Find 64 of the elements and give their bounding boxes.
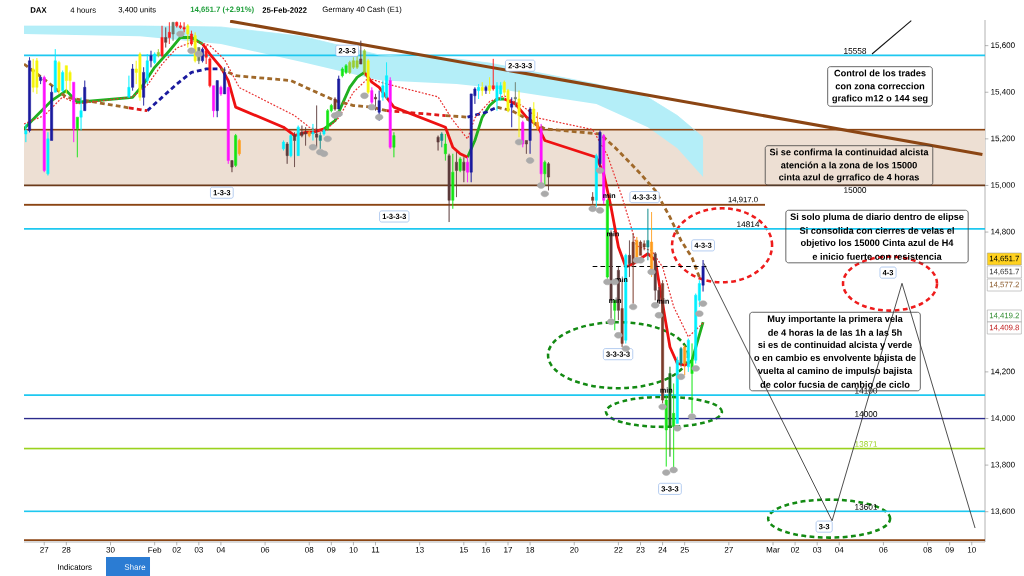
x-tick-label: 13 [415, 546, 424, 553]
x-tick-label: Feb [148, 546, 162, 553]
x-tick-label: Mar [766, 546, 780, 553]
x-tick-label: 08 [305, 546, 314, 553]
x-tick-label: 10 [349, 546, 358, 553]
x-tick-label: 22 [614, 546, 623, 553]
x-tick-label: 15 [459, 546, 468, 553]
ref-line-label: 13601 [855, 504, 878, 510]
x-tick-label: 08 [923, 546, 932, 553]
annotation: atención a la zona de los 15000 [781, 161, 917, 169]
annotation: con zona correccion [835, 82, 925, 90]
x-tick-label: 09 [327, 546, 336, 553]
x-tick-label: 09 [945, 546, 954, 553]
annotation: o en cambio es envolvente bajista de [754, 354, 916, 363]
annotation: cinta azul de grrafico de 4 horas [779, 173, 919, 183]
x-tick-label: 04 [216, 546, 226, 553]
x-tick-label: 25 [680, 546, 689, 553]
annotation: grafico m12 o 144 seg [832, 94, 928, 104]
y-tick-label: 14,000 [991, 415, 1015, 422]
x-tick-label: 03 [194, 546, 203, 553]
ref-line-label: 13871 [855, 441, 878, 447]
x-tick-label: 20 [570, 546, 579, 553]
y-tick-label: 14,200 [991, 368, 1015, 376]
x-tick-label: 06 [260, 546, 270, 553]
x-tick-label: 17 [504, 546, 513, 553]
annotation: de 4 horas la de las 1h a las 5h [768, 329, 902, 336]
x-tick-label: 04 [835, 546, 844, 553]
y-tick-label: 13,600 [991, 508, 1015, 516]
y-tick-label: 13,800 [991, 461, 1015, 469]
text: Share [124, 564, 146, 570]
x-tick-label: 11 [371, 546, 380, 553]
y-tick-label: 14,800 [991, 228, 1015, 236]
x-tick-label: 30 [106, 546, 115, 553]
ref-line-label: 14814 [737, 221, 760, 228]
ref-line-label: 15000 [844, 187, 867, 193]
x-tick-label: 16 [482, 546, 491, 553]
x-tick-label: 02 [790, 546, 800, 553]
annotation: Si solo pluma de diario dentro de elipse [790, 213, 964, 222]
x-tick-label: 10 [967, 546, 976, 553]
x-tick-label: 28 [62, 546, 71, 553]
annotation: vuelta al camino de impulso bajista [757, 367, 913, 376]
y-tick-label: 15,400 [991, 88, 1015, 96]
annotation: Si se confirma la continuidad alcista [769, 148, 929, 156]
y-tick-label: 15,600 [991, 42, 1015, 49]
x-tick-label: 27 [40, 546, 49, 553]
x-tick-label: 06 [879, 546, 888, 553]
annotation: Control de los trades [834, 69, 926, 77]
annotation: objetivo los 15000 Cinta azul de H4 [800, 239, 954, 248]
ref-line-label: 14000 [855, 411, 878, 417]
y-tick-label: 15,200 [991, 135, 1015, 143]
x-tick-label: 18 [526, 546, 535, 553]
y-tick-label: 15,000 [991, 182, 1015, 189]
annotation: Muy importante la primera vela [767, 315, 903, 324]
x-tick-label: 23 [636, 546, 645, 553]
annotation: de color fucsia de cambio de ciclo [760, 381, 910, 388]
ref-line-label: 14100 [855, 387, 878, 394]
text: Indicators [58, 564, 92, 570]
x-tick-label: 27 [724, 546, 733, 553]
ref-line-label: 15558 [844, 47, 867, 54]
x-tick-label: 02 [172, 546, 181, 553]
annotation: si es de continuidad alcista y verde [758, 341, 912, 350]
x-tick-label: 24 [658, 546, 667, 553]
x-tick-label: 03 [813, 546, 822, 553]
annotation: e inicio fuerte con resistencia [812, 253, 942, 260]
